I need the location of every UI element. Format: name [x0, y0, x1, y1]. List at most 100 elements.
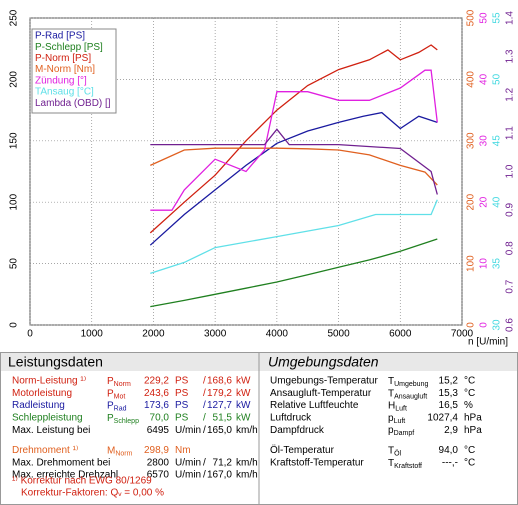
row-label: Radleistung	[12, 400, 65, 411]
row-unit: PS	[175, 413, 189, 424]
symbol-main: T	[388, 445, 394, 456]
row-sep: /	[203, 470, 206, 481]
legend-entry: P-Schlepp [PS]	[35, 42, 103, 53]
symbol-sub: Norm	[115, 450, 132, 457]
symbol-sub: Kraftstoff	[394, 463, 422, 470]
footnote: ¹⁾ Korrektur nach EWG 80/1269	[12, 476, 152, 487]
row-label: Luftdruck	[270, 413, 312, 424]
row-value: 2,9	[444, 425, 458, 436]
y-tick-label: 250	[9, 9, 20, 26]
right-tick-label: 35	[492, 258, 503, 270]
row-unit2: km/h	[236, 470, 258, 481]
series-line	[149, 44, 438, 234]
row-value: 243,6	[144, 388, 169, 399]
row-value: ---,-	[442, 457, 458, 468]
row-label: Schleppleistung	[12, 413, 83, 424]
row-label: Relative Luftfeuchte	[270, 400, 359, 411]
symbol: pDampf	[388, 425, 414, 437]
row-unit: U/min	[175, 425, 201, 436]
left-table-title: Leistungsdaten	[8, 354, 103, 370]
row-sep: /	[203, 376, 206, 387]
row-value2: 165,0	[207, 425, 232, 436]
row-sep: /	[203, 425, 206, 436]
row-unit: PS	[175, 376, 189, 387]
y-tick-label: 200	[9, 71, 20, 88]
row-unit2: kW	[236, 413, 251, 424]
symbol-sub: Ansaugluft	[394, 393, 427, 400]
row-label: Umgebungs-Temperatur	[270, 376, 378, 387]
y-tick-label: 150	[9, 132, 20, 149]
symbol-main: P	[107, 388, 114, 399]
right-tick-label: 0	[466, 322, 477, 328]
row-label: Dampfdruck	[270, 425, 325, 436]
legend-entry: M-Norm [Nm]	[35, 64, 95, 75]
row-label: Norm-Leistung ¹⁾	[12, 376, 86, 387]
right-tick-label: 0.6	[505, 318, 516, 332]
row-value: 15,3	[439, 388, 459, 399]
symbol-sub: Norm	[114, 381, 131, 388]
row-unit: °C	[464, 457, 475, 468]
symbol: PRad	[107, 400, 127, 412]
right-tick-label: 50	[492, 73, 503, 85]
row-value: 6495	[147, 425, 170, 436]
legend-box	[31, 28, 117, 114]
symbol-sub: Mot	[114, 393, 126, 400]
series-line	[150, 69, 438, 211]
row-unit: °C	[464, 376, 475, 387]
row-value: 1027,4	[427, 413, 458, 424]
symbol: TÖl	[388, 445, 402, 457]
symbol-main: P	[107, 400, 114, 411]
row-unit: U/min	[175, 470, 201, 481]
row-unit2: kW	[236, 400, 251, 411]
symbol-main: P	[107, 413, 114, 424]
right-tick-label: 0.7	[505, 279, 516, 293]
row-unit2: kW	[236, 376, 251, 387]
symbol: PSchlepp	[107, 413, 139, 425]
x-tick-label: 4000	[266, 329, 289, 340]
symbol-main: p	[388, 413, 394, 424]
series-line	[150, 147, 438, 186]
row-unit: °C	[464, 445, 475, 456]
row-value: 15,2	[439, 376, 459, 387]
row-unit: PS	[175, 388, 189, 399]
symbol: TAnsaugluft	[388, 388, 427, 400]
row-label: Ansaugluft-Temperatur	[270, 388, 372, 399]
y-tick-label: 0	[9, 322, 20, 328]
right-tick-label: 30	[479, 135, 490, 147]
row-value: 6570	[147, 470, 170, 481]
symbol: PMot	[107, 388, 125, 400]
right-tick-label: 30	[492, 319, 503, 331]
legend-entry: TAnsaug [°C]	[35, 87, 94, 98]
row-label: Motorleistung	[12, 388, 72, 399]
right-tick-label: 40	[492, 196, 503, 208]
row-unit2: km/h	[236, 457, 258, 468]
row-value2: 168,6	[207, 376, 232, 387]
row-value2: 51,5	[213, 413, 233, 424]
row-unit: °C	[464, 388, 475, 399]
row-label: Max. erreichte Drehzahl	[12, 470, 118, 481]
row-value: 173,6	[144, 400, 169, 411]
row-sep: /	[203, 413, 206, 424]
symbol-main: p	[388, 425, 394, 436]
x-tick-label: 1000	[81, 329, 104, 340]
row-label: Drehmoment ¹⁾	[12, 445, 78, 456]
x-tick-label: 2000	[142, 329, 165, 340]
x-tick-label: 7000	[451, 329, 474, 340]
right-tick-label: 50	[479, 12, 490, 24]
x-axis-label: n [U/min]	[468, 337, 508, 348]
right-tick-label: 500	[466, 9, 477, 26]
symbol: MNorm	[107, 445, 133, 457]
legend-entry: P-Rad [PS]	[35, 31, 85, 42]
y-tick-label: 50	[9, 258, 20, 270]
row-unit: hPa	[464, 425, 482, 436]
legend-entry: Lambda (OBD) []	[35, 98, 111, 109]
right-tick-label: 100	[466, 255, 477, 272]
right-tick-label: 1.3	[505, 49, 516, 63]
row-value2: 179,2	[207, 388, 232, 399]
right-tick-label: 20	[479, 196, 490, 208]
x-tick-label: 0	[27, 329, 33, 340]
right-tick-label: 300	[466, 132, 477, 149]
right-tick-label: 0.8	[505, 241, 516, 255]
symbol-sub: Umgebung	[394, 381, 428, 388]
